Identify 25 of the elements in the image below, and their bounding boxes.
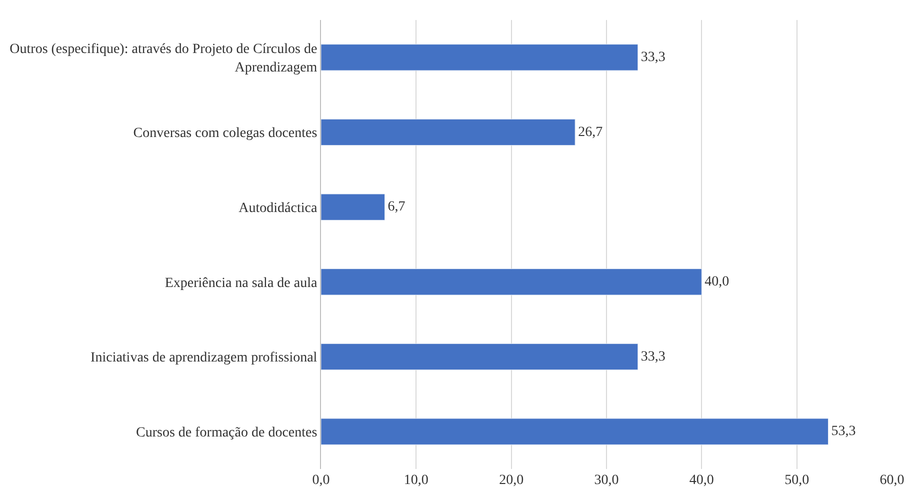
bar [321, 118, 576, 146]
y-tick-label: Cursos de formação de docentes [136, 425, 318, 440]
x-tick-label: 0,0 [312, 473, 330, 488]
y-tick-label: Autodidáctica [238, 200, 318, 216]
data-label: 53,3 [831, 424, 856, 440]
bar [321, 194, 386, 220]
data-label: 33,3 [640, 349, 666, 364]
data-label: 33,3 [640, 50, 666, 65]
bar [321, 418, 828, 445]
y-tick-label: Outros (especifique): através do Projeto de Círculos de Aprendizagem [10, 42, 318, 76]
x-tick-label: 20,0 [499, 473, 524, 488]
data-label: 6,7 [388, 200, 406, 215]
x-tick-label: 10,0 [404, 473, 428, 488]
y-tick-label: Conversas com colegas docentes [133, 126, 318, 142]
x-tick-label: 30,0 [594, 473, 619, 488]
y-tick-label: Iniciativas de aprendizagem profissional [90, 350, 318, 366]
bar [321, 44, 638, 71]
bar [321, 268, 702, 296]
x-tick-label: 60,0 [880, 473, 904, 488]
x-tick-label: 50,0 [784, 473, 810, 488]
y-tick-label: Experiência na sala de aula [164, 276, 318, 291]
bar [321, 343, 638, 370]
data-label: 26,7 [578, 124, 603, 140]
data-label: 40,0 [704, 274, 730, 290]
x-tick-label: 40,0 [689, 473, 714, 488]
